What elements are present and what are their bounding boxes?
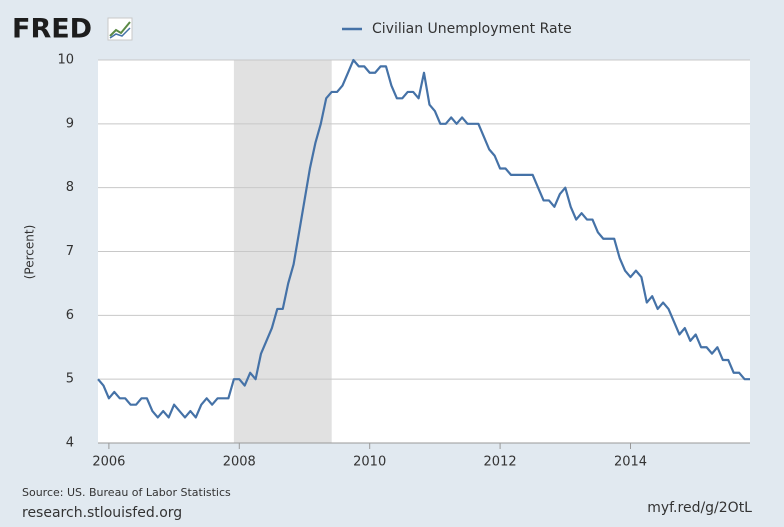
y-tick-label: 6	[66, 308, 74, 323]
y-tick-label: 10	[57, 53, 74, 68]
logo: FRED	[12, 14, 92, 45]
y-tick-label: 5	[66, 372, 74, 387]
y-tick-label: 8	[66, 180, 74, 195]
short-url: myf.red/g/2OtL	[647, 500, 752, 516]
y-tick-label: 4	[66, 436, 74, 451]
series-line	[97, 58, 750, 419]
source: Source: US. Bureau of Labor Statistics	[22, 486, 231, 499]
y-tick-label: 9	[66, 116, 74, 131]
x-tick-label: 2008	[223, 455, 256, 470]
y-axis-label: (Percent)	[23, 225, 37, 280]
x-tick-label: 2006	[92, 455, 125, 470]
logo-icon	[107, 17, 133, 41]
legend-label: Civilian Unemployment Rate	[372, 21, 572, 37]
x-tick-label: 2010	[353, 455, 386, 470]
x-tick-label: 2014	[614, 455, 647, 470]
source-site: research.stlouisfed.org	[22, 505, 182, 521]
y-tick-label: 7	[66, 244, 74, 259]
x-tick-label: 2012	[484, 455, 517, 470]
